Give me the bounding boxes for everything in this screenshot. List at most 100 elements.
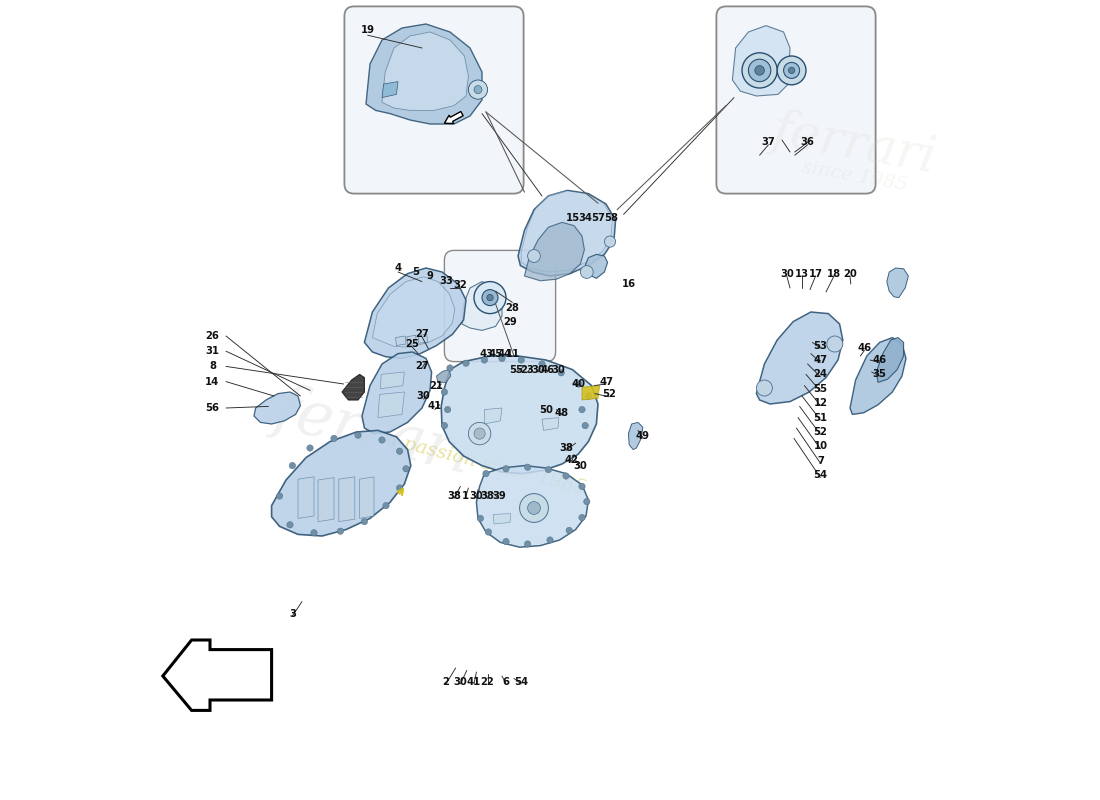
Circle shape — [463, 360, 470, 366]
Polygon shape — [585, 254, 607, 278]
Polygon shape — [254, 392, 300, 424]
Circle shape — [525, 541, 531, 547]
Text: 58: 58 — [604, 213, 618, 222]
Circle shape — [289, 462, 296, 469]
Polygon shape — [381, 372, 405, 389]
Polygon shape — [628, 422, 642, 450]
Text: 56: 56 — [206, 403, 219, 413]
Text: 30: 30 — [470, 491, 483, 501]
Text: 5: 5 — [412, 267, 419, 277]
Circle shape — [755, 66, 764, 75]
Circle shape — [482, 290, 498, 306]
Text: 52: 52 — [603, 390, 616, 399]
Circle shape — [276, 493, 283, 499]
Polygon shape — [493, 514, 510, 524]
Text: 30: 30 — [780, 269, 794, 278]
Text: 2: 2 — [442, 677, 450, 686]
Circle shape — [503, 466, 509, 472]
Circle shape — [287, 522, 294, 528]
Polygon shape — [373, 277, 454, 347]
Circle shape — [519, 494, 549, 522]
Polygon shape — [342, 374, 364, 400]
Text: 38: 38 — [559, 443, 573, 453]
Text: 32: 32 — [453, 280, 468, 290]
Text: 52: 52 — [814, 427, 827, 437]
Polygon shape — [272, 430, 410, 536]
Polygon shape — [462, 282, 502, 330]
FancyBboxPatch shape — [444, 250, 556, 362]
Circle shape — [447, 365, 453, 371]
Circle shape — [547, 537, 553, 543]
Circle shape — [307, 445, 314, 451]
Circle shape — [469, 422, 491, 445]
Polygon shape — [318, 478, 334, 522]
Text: 21: 21 — [429, 381, 443, 390]
Text: 25: 25 — [406, 339, 419, 349]
Polygon shape — [542, 418, 559, 430]
Text: 46: 46 — [872, 355, 887, 365]
Text: 23: 23 — [520, 365, 535, 374]
Polygon shape — [877, 338, 903, 382]
Text: 22: 22 — [481, 677, 495, 686]
Text: 46: 46 — [857, 343, 871, 353]
Text: 53: 53 — [814, 341, 827, 350]
Text: since 1985: since 1985 — [800, 158, 909, 194]
Text: 12: 12 — [813, 398, 827, 408]
Text: 28: 28 — [506, 303, 519, 313]
Text: 57: 57 — [591, 213, 605, 222]
Circle shape — [498, 355, 505, 362]
Circle shape — [331, 435, 338, 442]
Polygon shape — [298, 477, 314, 518]
Text: 17: 17 — [808, 269, 823, 278]
Polygon shape — [396, 336, 406, 346]
Text: ferrari: ferrari — [268, 378, 480, 486]
Circle shape — [444, 406, 451, 413]
Text: 55: 55 — [813, 384, 827, 394]
Circle shape — [566, 527, 572, 534]
Text: 8: 8 — [209, 362, 216, 371]
Text: 49: 49 — [636, 431, 650, 441]
Text: 45: 45 — [488, 350, 503, 359]
Text: 30: 30 — [573, 461, 587, 470]
Text: 29: 29 — [503, 317, 517, 326]
Text: 3: 3 — [289, 610, 296, 619]
Polygon shape — [582, 386, 600, 400]
Text: 54: 54 — [813, 470, 827, 480]
Circle shape — [361, 518, 367, 525]
Circle shape — [579, 406, 585, 413]
Circle shape — [378, 437, 385, 443]
Text: 48: 48 — [554, 408, 569, 418]
Circle shape — [487, 294, 493, 301]
Text: 46: 46 — [540, 365, 554, 374]
Polygon shape — [733, 26, 790, 96]
Circle shape — [558, 370, 564, 376]
Polygon shape — [366, 24, 482, 124]
Text: 41: 41 — [428, 402, 442, 411]
Text: 44: 44 — [497, 350, 512, 359]
Text: 19: 19 — [361, 26, 375, 35]
Text: 41: 41 — [466, 677, 481, 686]
Text: 30: 30 — [531, 365, 544, 374]
Text: 16: 16 — [621, 279, 636, 289]
Text: 37: 37 — [761, 138, 776, 147]
Polygon shape — [362, 352, 431, 434]
Text: 7: 7 — [817, 456, 824, 466]
Text: 6: 6 — [503, 677, 509, 686]
Text: 47: 47 — [813, 355, 827, 365]
Circle shape — [383, 502, 389, 509]
Text: 31: 31 — [206, 346, 219, 356]
Text: 30: 30 — [453, 677, 468, 686]
Polygon shape — [339, 477, 355, 522]
Circle shape — [311, 530, 317, 536]
Text: 30: 30 — [551, 365, 565, 374]
Text: 33: 33 — [439, 276, 453, 286]
FancyBboxPatch shape — [716, 6, 876, 194]
Circle shape — [469, 80, 487, 99]
Text: 26: 26 — [206, 331, 219, 341]
Circle shape — [441, 389, 448, 395]
Text: 30: 30 — [417, 391, 430, 401]
Circle shape — [742, 53, 778, 88]
Circle shape — [539, 361, 546, 367]
Text: ferrari: ferrari — [768, 106, 939, 182]
Circle shape — [474, 86, 482, 94]
